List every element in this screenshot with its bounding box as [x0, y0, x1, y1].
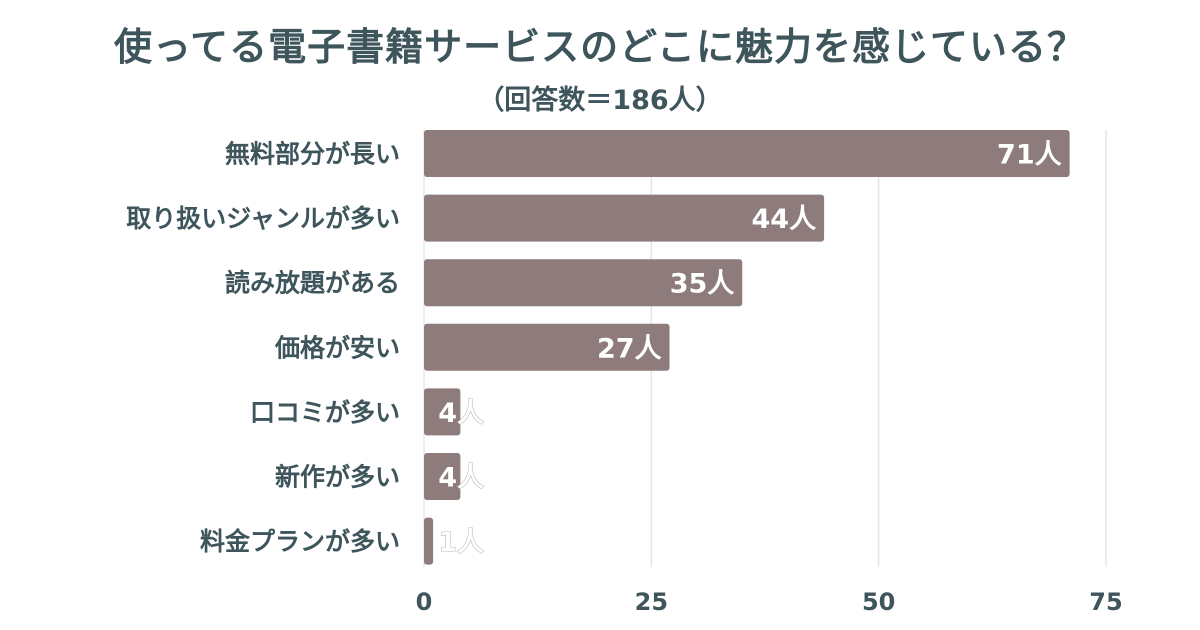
x-tick-label: 50 [862, 588, 895, 616]
category-label: 取り扱いジャンルが多い [126, 204, 400, 233]
bar [424, 453, 461, 500]
category-labels: 無料部分が長い取り扱いジャンルが多い読み放題がある価格が安い口コミが多い新作が多… [126, 140, 400, 557]
bar [424, 130, 1070, 177]
x-axis-ticks: 0 25 50 75 [416, 588, 1123, 616]
bars [424, 130, 1070, 565]
bar [424, 517, 434, 565]
x-tick-label: 25 [635, 588, 668, 616]
data-label: 1人 [438, 527, 484, 558]
data-label: 4人 [438, 463, 484, 494]
x-tick-label: 75 [1089, 588, 1122, 616]
data-label: 4人 [438, 398, 484, 429]
category-label: 口コミが多い [250, 398, 400, 427]
bar [424, 259, 743, 307]
category-label: 新作が多い [275, 463, 400, 492]
bar [424, 323, 670, 371]
chart-title: 使ってる電子書籍サービスのどこに魅力を感じている？ [114, 25, 1086, 69]
category-label: 価格が安い [274, 333, 400, 362]
data-label: 27人 [597, 333, 662, 364]
category-label: 料金プランが多い [200, 527, 400, 556]
category-label: 無料部分が長い [225, 140, 400, 169]
bar [424, 388, 461, 436]
chart-subtitle: （回答数＝186人） [477, 85, 723, 116]
data-label: 71人 [997, 140, 1062, 171]
data-labels: 71人 44人 35人 27人 4人 4人 1人 [438, 140, 1062, 559]
x-tick-label: 0 [416, 588, 433, 616]
category-label: 読み放題がある [225, 269, 400, 298]
bar [424, 194, 825, 242]
data-label: 44人 [752, 204, 817, 235]
data-label: 35人 [670, 269, 735, 300]
